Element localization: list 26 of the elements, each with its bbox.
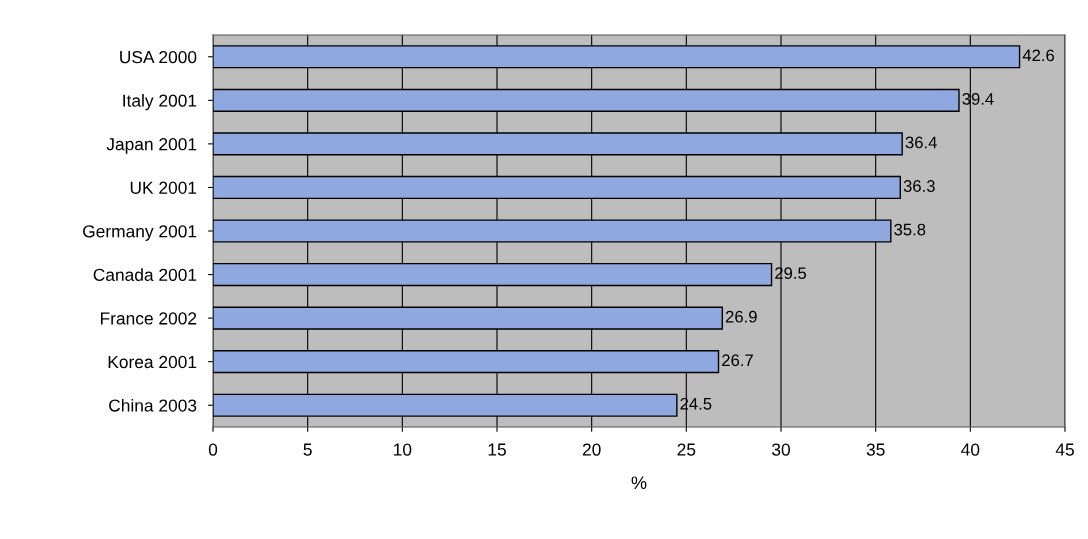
y-tick-label: Germany 2001 — [83, 225, 197, 241]
x-tick-label: 10 — [394, 443, 412, 456]
data-label: 36.3 — [903, 180, 935, 192]
y-tick-label: Japan 2001 — [106, 138, 197, 154]
x-tick-label: 30 — [772, 443, 790, 456]
x-tick-label: 15 — [488, 443, 506, 456]
y-tick-label: France 2002 — [100, 312, 197, 325]
data-label: 35.8 — [894, 223, 926, 236]
x-tick-label: 5 — [303, 443, 312, 456]
y-tick-label: USA 2000 — [120, 50, 197, 64]
x-tick-label: 45 — [1055, 443, 1074, 456]
x-axis-title: % — [631, 476, 647, 490]
y-tick-label: Canada 2001 — [93, 268, 197, 282]
data-label: 36.4 — [905, 136, 937, 149]
x-tick-label: 25 — [677, 443, 696, 456]
data-label: 26.9 — [725, 310, 757, 323]
y-tick-label: Italy 2001 — [123, 94, 197, 111]
x-tick-label: 35 — [866, 443, 885, 456]
x-tick-label: 40 — [961, 443, 980, 456]
y-tick-label: China 2003 — [109, 398, 197, 412]
y-tick-label: UK 2001 — [130, 181, 197, 194]
data-label: 26.7 — [722, 354, 753, 367]
x-tick-label: 0 — [208, 443, 218, 456]
y-tick-label: Korea 2001 — [108, 355, 197, 369]
data-label: 42.6 — [1022, 49, 1055, 62]
x-tick-label: 20 — [582, 443, 601, 456]
